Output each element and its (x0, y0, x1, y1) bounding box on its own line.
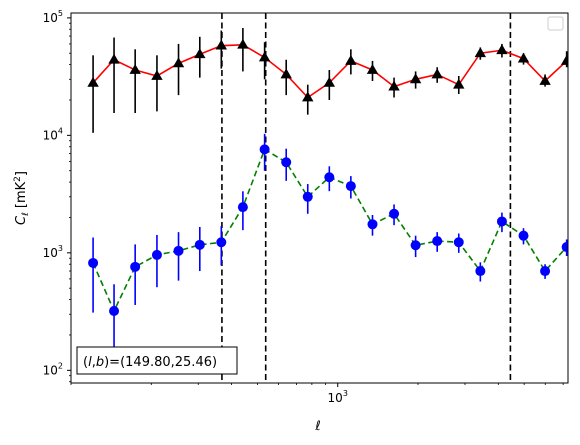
series-1-point-3 (151, 249, 162, 260)
y-tick-label-base-1: 10 (43, 246, 58, 260)
series-1-point-20 (518, 230, 529, 241)
annotation-l: l (88, 355, 92, 370)
y-tick-label-base-2: 10 (43, 128, 58, 142)
coordinates-annotation: (l,b)=(149.80,25.46) (76, 346, 238, 375)
series-0-point-1 (108, 53, 120, 64)
series-1-point-14 (389, 208, 400, 219)
y-tick-label-base-3: 10 (43, 11, 58, 25)
series-0-point-22 (560, 54, 568, 65)
annotation-b: b (96, 355, 104, 370)
series-0-point-13 (366, 63, 379, 74)
series-0-point-16 (431, 68, 443, 79)
series-1-point-8 (259, 144, 270, 155)
annotation-values: )=(149.80,25.46) (104, 355, 217, 370)
series-1-point-17 (453, 237, 464, 248)
markers (87, 38, 568, 316)
vertical-lines (221, 13, 512, 383)
series-1-point-10 (302, 191, 313, 202)
series-0-point-14 (388, 80, 400, 91)
y-tick-label-exp-0: 2 (58, 361, 63, 370)
y-tick-label-exp-1: 3 (58, 244, 63, 253)
y-axis-label-main: C (14, 215, 29, 225)
y-axis-label-unit-sup: 2 (13, 176, 23, 182)
series-1-point-16 (432, 236, 443, 247)
series-1-point-18 (475, 266, 486, 277)
x-tick-label-exp-0: 3 (343, 389, 348, 398)
series-0-point-8 (258, 51, 271, 62)
series-0-point-9 (280, 68, 292, 79)
y-tick-label-1: 103 (43, 244, 63, 260)
y-axis-label-sub: ℓ (21, 212, 31, 217)
series-0-point-6 (215, 39, 227, 50)
annotation-box (76, 346, 238, 375)
series-0-point-5 (194, 48, 206, 59)
series-1-point-6 (216, 237, 227, 248)
annotation-comma: , (92, 355, 96, 370)
series-0-point-17 (453, 78, 465, 89)
series-0-point-10 (302, 91, 314, 102)
series-0-point-20 (517, 52, 530, 63)
y-tick-label-0: 102 (43, 361, 63, 377)
series-1-point-21 (540, 266, 551, 277)
series-0-point-21 (539, 75, 551, 85)
y-tick-label-base-0: 10 (43, 363, 58, 377)
series-1-point-22 (561, 242, 568, 253)
series-0-point-18 (474, 47, 487, 58)
series-0-point-19 (496, 44, 508, 55)
series-0-point-7 (237, 38, 249, 49)
y-axis-label-unit-close: ] (14, 171, 29, 176)
series-0-point-4 (172, 57, 185, 68)
series-1-point-15 (410, 240, 421, 251)
series-1-point-7 (237, 202, 248, 213)
series-0-point-2 (129, 63, 141, 74)
series-1-point-5 (194, 239, 205, 250)
series-0-point-15 (409, 73, 422, 84)
series-1-point-2 (130, 261, 141, 272)
series-1-point-11 (324, 172, 335, 183)
axes-frame (70, 12, 569, 384)
series-1-point-12 (345, 181, 356, 192)
x-tick-label-base-0: 10 (328, 391, 343, 405)
series-1-point-13 (367, 219, 378, 230)
annotation-pre: ( (83, 355, 88, 370)
x-tick-label-0: 103 (328, 389, 348, 405)
series-0-point-0 (87, 76, 99, 87)
legend-box (547, 16, 564, 31)
series-0-point-3 (151, 70, 163, 80)
series-1-point-9 (281, 157, 292, 168)
y-tick-label-2: 104 (43, 126, 63, 142)
series-1-point-0 (88, 257, 99, 268)
series-0-point-11 (323, 76, 336, 87)
svg-text:(l,b)=(149.80,25.46): (l,b)=(149.80,25.46) (83, 355, 217, 370)
y-tick-label-3: 105 (43, 9, 63, 25)
series-0-point-12 (345, 54, 357, 65)
series-1-point-1 (109, 305, 120, 316)
x-axis-label: ℓ (314, 419, 320, 434)
y-tick-label-exp-2: 4 (58, 126, 63, 135)
series-1-point-19 (496, 216, 507, 227)
series-1-point-4 (173, 245, 184, 256)
y-axis-label-unit: [mK (14, 181, 29, 212)
y-axis-label: Cℓ [mK2] (13, 171, 31, 225)
y-tick-label-exp-3: 5 (58, 9, 63, 18)
